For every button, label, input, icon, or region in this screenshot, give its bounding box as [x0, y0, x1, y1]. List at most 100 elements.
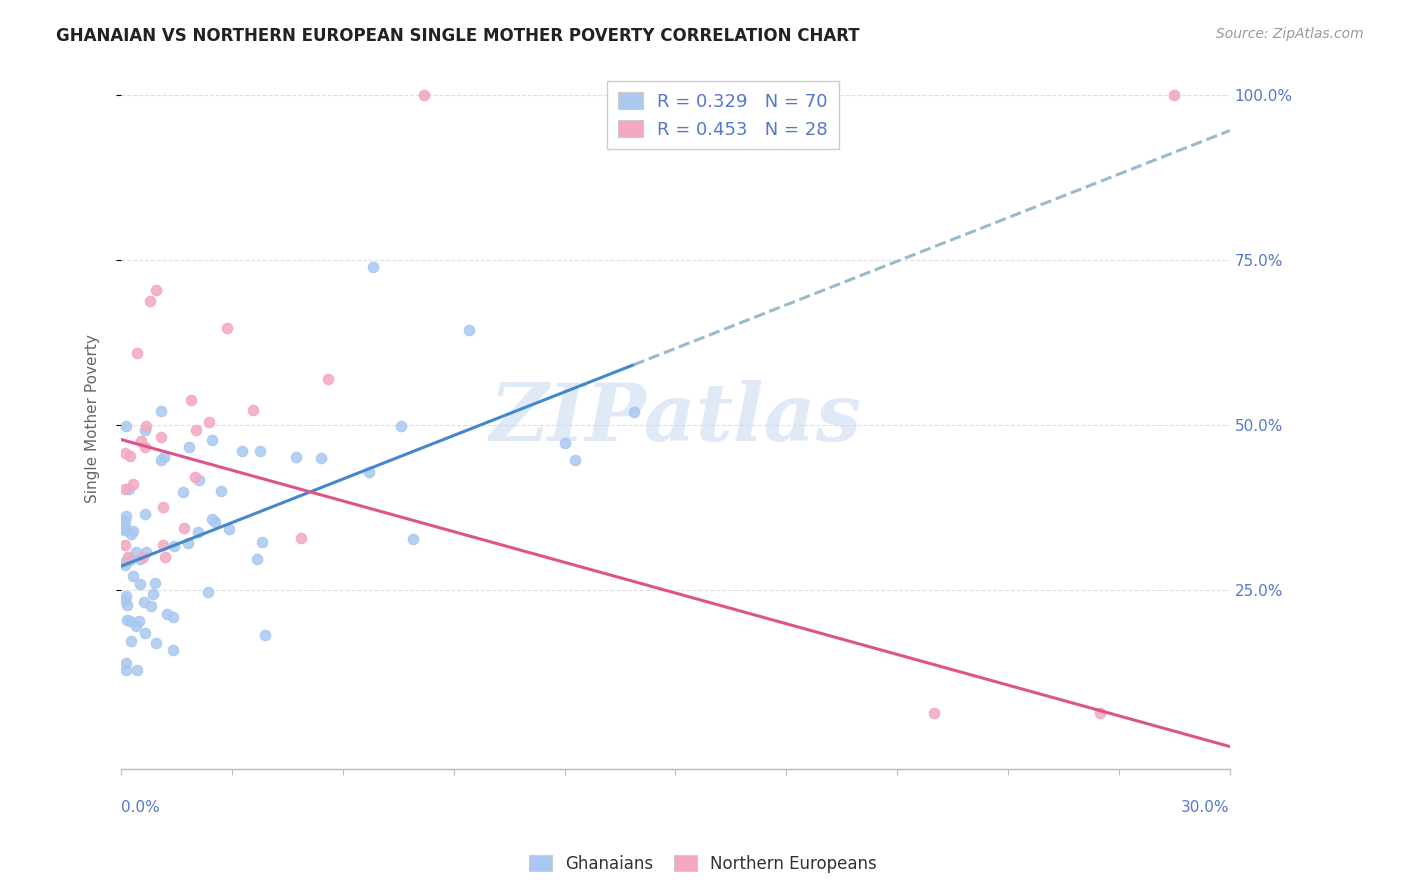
Point — [163, 539, 186, 553]
Text: ZIPatlas: ZIPatlas — [489, 380, 862, 458]
Point — [134, 595, 156, 609]
Point — [359, 465, 381, 479]
Point — [155, 550, 177, 565]
Point — [117, 613, 139, 627]
Point — [114, 593, 136, 607]
Point — [413, 87, 436, 102]
Point — [290, 531, 312, 545]
Point — [114, 523, 136, 537]
Point — [120, 526, 142, 541]
Point — [135, 419, 157, 434]
Text: 30.0%: 30.0% — [1181, 800, 1230, 815]
Point — [122, 569, 145, 583]
Point — [458, 323, 481, 337]
Point — [125, 663, 148, 677]
Point — [204, 516, 226, 530]
Point — [129, 552, 152, 566]
Point — [122, 477, 145, 491]
Point — [401, 533, 423, 547]
Point — [114, 523, 136, 537]
Point — [309, 450, 332, 465]
Point — [180, 393, 202, 408]
Point — [242, 402, 264, 417]
Point — [114, 520, 136, 534]
Point — [187, 524, 209, 539]
Point — [389, 418, 412, 433]
Point — [150, 430, 173, 444]
Point — [1163, 87, 1185, 102]
Point — [117, 550, 139, 565]
Point — [1090, 706, 1112, 720]
Point — [145, 284, 167, 298]
Point — [162, 610, 184, 624]
Legend: Ghanaians, Northern Europeans: Ghanaians, Northern Europeans — [522, 848, 884, 880]
Point — [114, 538, 136, 552]
Point — [285, 450, 308, 464]
Point — [201, 512, 224, 526]
Point — [125, 619, 148, 633]
Point — [184, 470, 207, 484]
Point — [198, 415, 221, 429]
Point — [249, 443, 271, 458]
Point — [179, 440, 201, 454]
Point — [361, 260, 384, 275]
Point — [145, 636, 167, 650]
Point — [118, 553, 141, 567]
Point — [115, 418, 138, 433]
Point — [564, 453, 586, 467]
Legend: R = 0.329   N = 70, R = 0.453   N = 28: R = 0.329 N = 70, R = 0.453 N = 28 — [607, 81, 839, 149]
Point — [245, 551, 267, 566]
Point — [149, 404, 172, 418]
Point — [172, 485, 194, 500]
Y-axis label: Single Mother Poverty: Single Mother Poverty — [86, 334, 100, 503]
Point — [132, 550, 155, 565]
Point — [209, 483, 232, 498]
Text: 0.0%: 0.0% — [121, 800, 160, 815]
Point — [152, 500, 174, 514]
Point — [162, 643, 184, 657]
Point — [250, 535, 273, 549]
Point — [623, 405, 645, 419]
Point — [156, 607, 179, 621]
Point — [115, 657, 138, 671]
Point — [318, 372, 340, 386]
Point — [114, 521, 136, 535]
Point — [922, 706, 945, 720]
Point — [134, 423, 156, 437]
Point — [150, 453, 173, 467]
Point — [134, 625, 156, 640]
Point — [128, 614, 150, 628]
Text: Source: ZipAtlas.com: Source: ZipAtlas.com — [1216, 27, 1364, 41]
Point — [134, 508, 156, 522]
Text: GHANAIAN VS NORTHERN EUROPEAN SINGLE MOTHER POVERTY CORRELATION CHART: GHANAIAN VS NORTHERN EUROPEAN SINGLE MOT… — [56, 27, 860, 45]
Point — [152, 538, 174, 552]
Point — [114, 482, 136, 496]
Point — [114, 558, 136, 573]
Point — [114, 508, 136, 523]
Point — [114, 663, 136, 677]
Point — [188, 474, 211, 488]
Point — [186, 423, 208, 437]
Point — [231, 444, 253, 458]
Point — [197, 585, 219, 599]
Point — [153, 450, 176, 465]
Point — [217, 321, 239, 335]
Point — [173, 521, 195, 535]
Point — [118, 483, 141, 497]
Point — [142, 587, 165, 601]
Point — [554, 436, 576, 450]
Point — [143, 576, 166, 591]
Point — [128, 577, 150, 591]
Point — [122, 524, 145, 538]
Point — [139, 599, 162, 613]
Point — [131, 434, 153, 448]
Point — [127, 345, 149, 359]
Point — [114, 446, 136, 460]
Point — [139, 293, 162, 308]
Point — [125, 545, 148, 559]
Point — [120, 634, 142, 648]
Point — [201, 434, 224, 448]
Point — [134, 440, 156, 454]
Point — [114, 514, 136, 528]
Point — [114, 555, 136, 569]
